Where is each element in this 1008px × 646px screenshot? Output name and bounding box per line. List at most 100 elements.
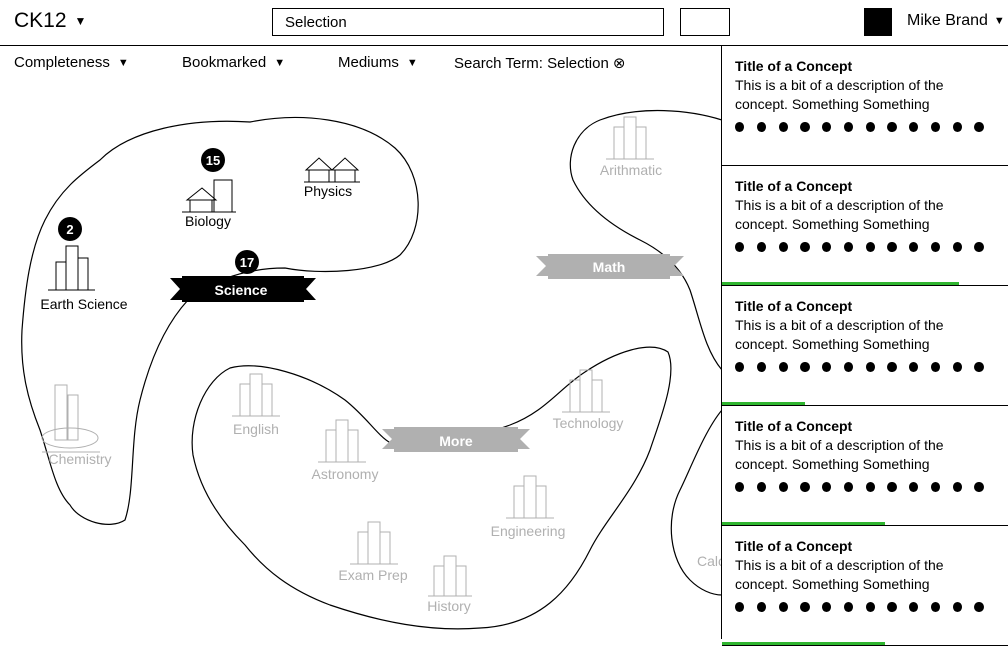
concept-progress-bar <box>722 522 886 525</box>
concept-progress-bar <box>722 642 886 645</box>
banner-science[interactable]: Science 17 <box>170 250 316 302</box>
user-menu[interactable]: Mike Brand ▼ <box>907 12 1005 30</box>
subject-chemistry[interactable]: Chemistry <box>41 384 112 467</box>
banner-more[interactable]: More <box>382 427 530 452</box>
dot <box>909 122 919 132</box>
dot <box>974 242 984 252</box>
dot <box>974 122 984 132</box>
dot <box>865 482 875 492</box>
dot <box>952 362 962 372</box>
dot <box>887 482 897 492</box>
concept-card[interactable]: Title of a Concept This is a bit of a de… <box>722 46 1008 166</box>
subject-label: English <box>233 421 279 437</box>
subject-label: Earth Science <box>40 296 127 312</box>
user-name: Mike Brand <box>907 12 988 29</box>
dot <box>822 362 832 372</box>
subject-earth-science[interactable]: 2 Earth Science <box>40 217 128 312</box>
subject-arithmatic[interactable]: Arithmatic <box>600 116 662 178</box>
dot <box>909 242 919 252</box>
concept-card[interactable]: Title of a Concept This is a bit of a de… <box>722 166 1008 286</box>
dot <box>822 242 832 252</box>
dot <box>952 242 962 252</box>
filter-label: Mediums <box>338 54 399 71</box>
dot <box>800 362 810 372</box>
search-input[interactable]: Selection <box>272 8 664 36</box>
dot <box>843 362 853 372</box>
dot <box>974 602 984 612</box>
concept-card[interactable]: Title of a Concept This is a bit of a de… <box>722 406 1008 526</box>
subject-english[interactable]: English <box>232 373 280 437</box>
subject-exam-prep[interactable]: Exam Prep <box>338 521 408 583</box>
subject-label: Engineering <box>491 523 566 539</box>
subject-label: Physics <box>304 183 352 199</box>
banner-math[interactable]: Math <box>536 254 684 279</box>
dot <box>865 122 875 132</box>
dot <box>778 242 788 252</box>
concept-title: Title of a Concept <box>735 418 853 434</box>
dot <box>756 122 766 132</box>
search-value: Selection <box>285 14 347 31</box>
filter-label: Completeness <box>14 54 110 71</box>
science-cloud[interactable] <box>21 116 419 525</box>
filter-bookmarked[interactable]: Bookmarked ▼ <box>182 54 285 71</box>
count-badge-label: 15 <box>206 153 220 168</box>
more-cloud[interactable] <box>191 346 672 630</box>
dot <box>952 602 962 612</box>
dot <box>952 482 962 492</box>
clear-icon[interactable]: ⊗ <box>612 55 626 72</box>
subject-label: Arithmatic <box>600 162 662 178</box>
subject-label: History <box>427 598 471 614</box>
subject-biology[interactable]: 15 Biology <box>182 148 236 229</box>
dot <box>887 602 897 612</box>
concept-dots <box>735 602 996 612</box>
filter-completeness[interactable]: Completeness ▼ <box>14 54 129 71</box>
dot <box>778 482 788 492</box>
count-badge-label: 17 <box>240 255 254 270</box>
math-cloud[interactable] <box>569 109 722 371</box>
subject-calc[interactable]: Calc <box>697 553 722 569</box>
subject-label: Astronomy <box>312 466 379 482</box>
brand-menu[interactable]: CK12 ▼ <box>14 9 86 33</box>
dot <box>887 242 897 252</box>
subject-technology[interactable]: Technology <box>553 369 624 431</box>
dot <box>887 122 897 132</box>
banner-label: Math <box>593 259 626 275</box>
chevron-down-icon: ▼ <box>274 56 286 69</box>
dot <box>756 242 766 252</box>
subject-label: Chemistry <box>48 451 111 467</box>
avatar[interactable] <box>864 8 892 36</box>
filter-mediums[interactable]: Mediums ▼ <box>338 54 418 71</box>
subject-astronomy[interactable]: Astronomy <box>312 419 379 482</box>
count-badge <box>235 250 259 274</box>
concept-description: This is a bit of a description of the co… <box>735 77 944 112</box>
concept-card[interactable]: Title of a Concept This is a bit of a de… <box>722 526 1008 646</box>
dot <box>865 362 875 372</box>
dot <box>735 482 745 492</box>
banner-label: More <box>439 433 473 449</box>
chevron-down-icon: ▼ <box>74 14 87 28</box>
dot <box>735 242 745 252</box>
subject-physics[interactable]: Physics <box>304 157 360 199</box>
dot <box>843 482 853 492</box>
dot <box>735 362 745 372</box>
search-button[interactable] <box>680 8 730 36</box>
subject-history[interactable]: History <box>427 555 472 614</box>
dot <box>865 242 875 252</box>
concept-list: Title of a Concept This is a bit of a de… <box>721 46 1008 646</box>
calc-cloud[interactable] <box>670 409 722 596</box>
concept-title: Title of a Concept <box>735 58 853 74</box>
banner-label: Science <box>215 282 268 298</box>
dot <box>735 122 745 132</box>
concept-title: Title of a Concept <box>735 178 853 194</box>
subject-engineering[interactable]: Engineering <box>491 475 566 539</box>
chevron-down-icon: ▼ <box>117 56 129 69</box>
chevron-down-icon: ▼ <box>993 15 1005 27</box>
concept-description: This is a bit of a description of the co… <box>735 557 944 592</box>
dot <box>909 482 919 492</box>
concept-card[interactable]: Title of a Concept This is a bit of a de… <box>722 286 1008 406</box>
dot <box>778 362 788 372</box>
dot <box>974 482 984 492</box>
brand-label: CK12 <box>14 9 67 32</box>
dot <box>735 602 745 612</box>
dot <box>756 482 766 492</box>
